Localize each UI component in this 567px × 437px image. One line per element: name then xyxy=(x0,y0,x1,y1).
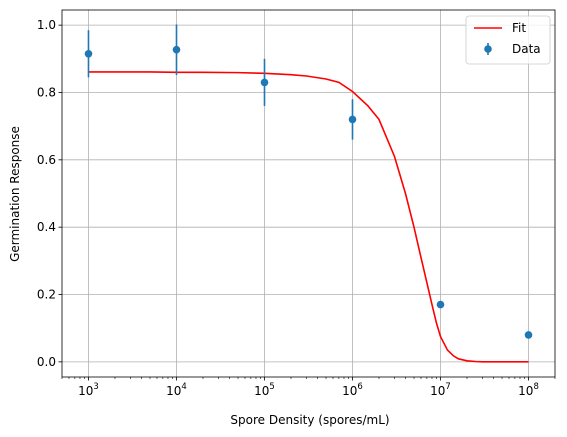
x-tick-label: 104 xyxy=(166,382,187,398)
legend-label: Data xyxy=(512,42,541,56)
y-tick-label: 0.0 xyxy=(37,355,56,369)
grid-lines xyxy=(62,10,555,377)
data-point xyxy=(524,331,533,339)
data-points-layer xyxy=(84,24,533,339)
data-point xyxy=(436,300,445,309)
data-point xyxy=(84,49,93,58)
x-tick-label: 106 xyxy=(342,382,363,398)
legend-label: Fit xyxy=(512,21,526,35)
x-axis-label: Spore Density (spores/mL) xyxy=(230,413,389,427)
data-point xyxy=(260,78,269,87)
plot-frame xyxy=(61,9,556,378)
y-axis-ticks: 0.0 0.2 0.4 0.6 0.8 1.0 xyxy=(37,18,62,369)
data-point xyxy=(172,45,181,54)
legend-data-swatch xyxy=(484,45,492,53)
x-tick-label: 103 xyxy=(78,382,99,398)
y-tick-label: 0.2 xyxy=(37,288,56,302)
fit-curve-layer xyxy=(88,71,529,363)
y-tick-label: 0.6 xyxy=(37,153,56,167)
x-tick-label: 105 xyxy=(254,382,275,398)
data-point xyxy=(348,115,357,124)
y-axis-label: Germination Response xyxy=(8,126,22,262)
legend: Fit Data xyxy=(465,15,551,65)
y-tick-label: 1.0 xyxy=(37,18,56,32)
fit-line xyxy=(88,71,529,363)
legend-box xyxy=(465,15,551,65)
y-tick-label: 0.4 xyxy=(37,220,56,234)
x-axis-ticks: 103 104 105 106 107 108 xyxy=(61,377,556,398)
x-tick-label: 108 xyxy=(518,382,539,398)
y-tick-label: 0.8 xyxy=(37,85,56,99)
x-tick-label: 107 xyxy=(430,382,451,398)
